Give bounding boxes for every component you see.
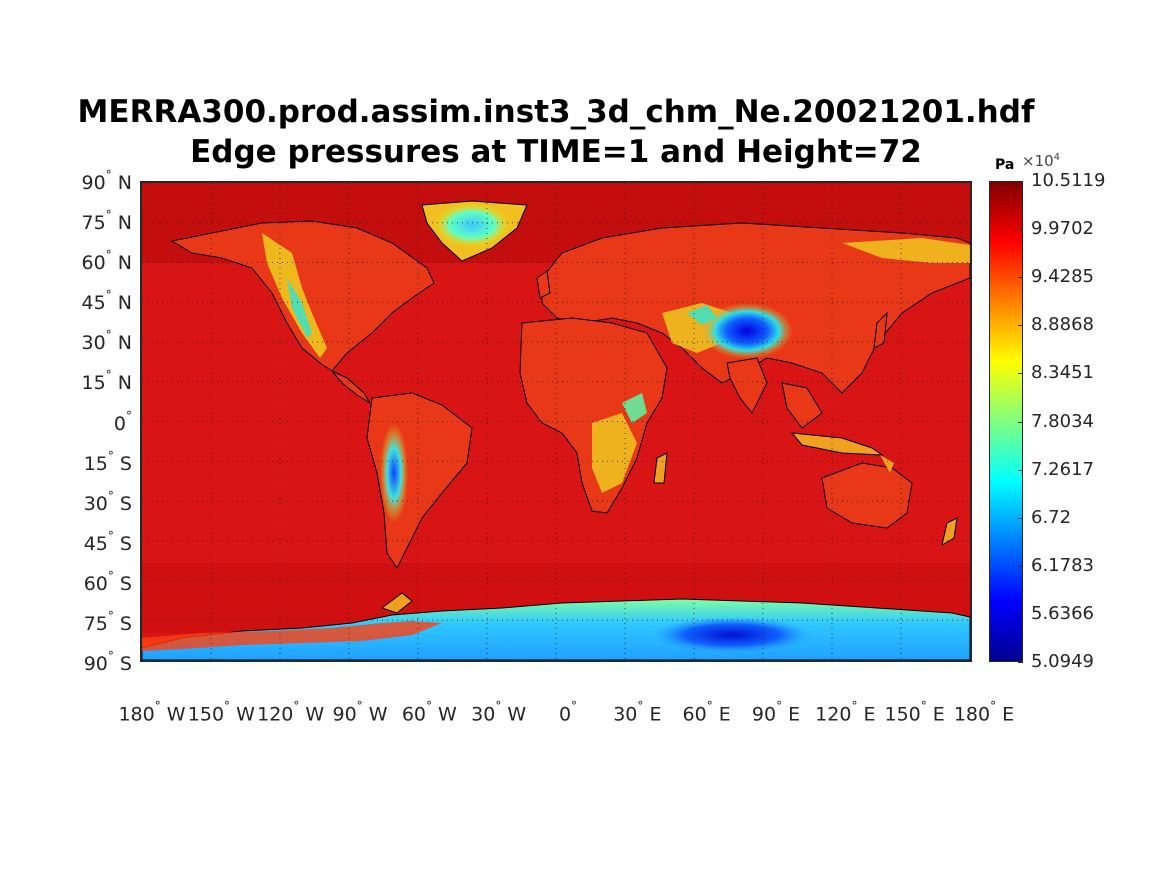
colorbar-tick-label: 9.9702 bbox=[1031, 218, 1094, 240]
lon-tick-label: 30° W bbox=[471, 699, 527, 726]
antarctic-peninsula bbox=[380, 592, 413, 614]
lon-tick-label: 120° W bbox=[257, 699, 325, 726]
japan bbox=[873, 311, 888, 349]
colorbar-tick-mark bbox=[1018, 277, 1023, 279]
colorbar-tick-label: 10.5119 bbox=[1031, 170, 1106, 191]
africa bbox=[519, 317, 668, 514]
colorbar-tick-label: 5.6366 bbox=[1031, 602, 1094, 624]
colorbar-tick-label: 8.8868 bbox=[1031, 314, 1094, 336]
colorbar-tick-label: 6.72 bbox=[1031, 506, 1072, 528]
map-panel bbox=[140, 181, 972, 662]
lat-tick-label: 60° S bbox=[83, 568, 132, 595]
central-america bbox=[331, 370, 371, 404]
colorbar-tick-mark bbox=[1018, 469, 1023, 471]
indonesia bbox=[790, 432, 884, 456]
lon-tick-label: 90° W bbox=[332, 699, 388, 726]
colorbar-tick-mark bbox=[1018, 613, 1023, 615]
lat-tick-label: 30° S bbox=[83, 488, 132, 515]
plot-title-line2: Edge pressures at TIME=1 and Height=72 bbox=[190, 134, 922, 170]
colorbar-tick-mark bbox=[1018, 565, 1023, 567]
lon-tick-label: 120° E bbox=[815, 699, 876, 726]
lat-tick-label: 30° N bbox=[81, 328, 132, 355]
lat-tick-label: 90° N bbox=[81, 167, 132, 195]
colorbar-tick-label: 6.1783 bbox=[1031, 554, 1094, 576]
lat-tick-label: 90° S bbox=[83, 648, 132, 676]
colorbar-tick-label: 5.0949 bbox=[1031, 651, 1094, 672]
lat-tick-label: 75° S bbox=[83, 608, 132, 636]
new-zealand bbox=[941, 517, 958, 547]
pressure-map bbox=[142, 183, 970, 660]
colorbar-tick-label: 7.8034 bbox=[1031, 410, 1094, 432]
colorbar-tick-label: 9.4285 bbox=[1031, 266, 1094, 288]
lon-tick-label: 180° E bbox=[953, 699, 1015, 726]
india bbox=[726, 357, 768, 414]
colorbar-tick-mark bbox=[1018, 229, 1023, 231]
colorbar-tick-label: 8.3451 bbox=[1031, 362, 1094, 384]
colorbar-tick-mark bbox=[1018, 373, 1023, 375]
lon-tick-label: 60° E bbox=[682, 699, 731, 726]
map-graticule bbox=[142, 183, 970, 660]
lat-tick-label: 0° bbox=[113, 408, 132, 435]
lon-tick-label: 180° W bbox=[118, 699, 186, 726]
lon-tick-label: 0° bbox=[558, 699, 578, 726]
madagascar bbox=[653, 452, 668, 484]
lon-tick-label: 150° E bbox=[884, 699, 945, 726]
colorbar-tick-mark bbox=[1018, 325, 1023, 327]
british-isles bbox=[536, 270, 551, 299]
lat-tick-label: 45° S bbox=[83, 528, 132, 555]
plot-title-line1: MERRA300.prod.assim.inst3_3d_chm_Ne.2002… bbox=[77, 94, 1035, 130]
colorbar-tick-mark bbox=[1018, 517, 1023, 519]
lat-tick-label: 75° N bbox=[81, 207, 132, 235]
lat-tick-label: 15° N bbox=[81, 368, 132, 395]
southeast-asia bbox=[781, 382, 823, 429]
lon-tick-label: 150° W bbox=[187, 699, 255, 726]
lon-tick-label: 60° W bbox=[401, 699, 457, 726]
lat-tick-label: 15° S bbox=[83, 448, 132, 475]
lon-tick-label: 90° E bbox=[751, 699, 801, 726]
lon-tick-label: 30° E bbox=[613, 699, 662, 726]
colorbar-tick-mark bbox=[1018, 181, 1023, 182]
colorbar-tick-label: 7.2617 bbox=[1031, 458, 1094, 480]
lat-tick-label: 60° N bbox=[81, 247, 132, 275]
australia bbox=[821, 462, 913, 529]
colorbar-tick-mark bbox=[1018, 662, 1023, 663]
colorbar-unit: Pa bbox=[995, 157, 1015, 173]
colorbar-multiplier: ×104 bbox=[1022, 152, 1061, 170]
lat-tick-label: 45° N bbox=[81, 288, 132, 315]
colorbar-tick-mark bbox=[1018, 421, 1023, 423]
